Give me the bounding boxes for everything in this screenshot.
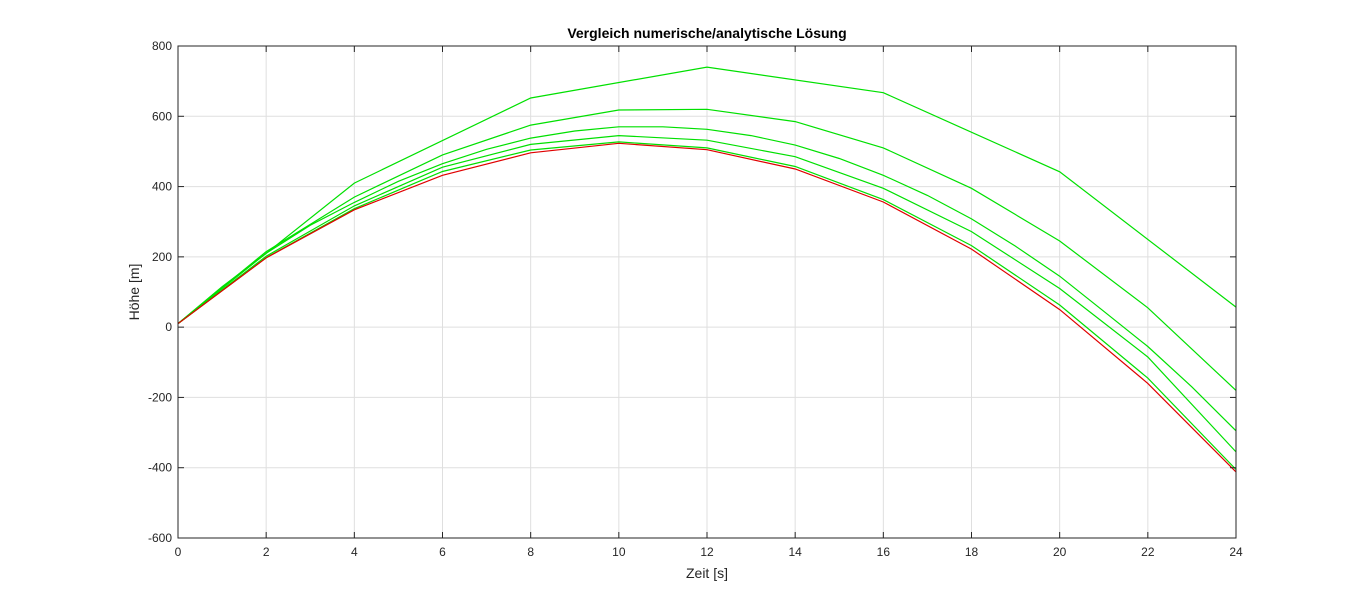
y-tick-label: 800 xyxy=(152,39,172,53)
x-tick-label: 24 xyxy=(1229,545,1243,559)
series-line-1 xyxy=(177,66,1237,325)
y-tick-label: -200 xyxy=(148,390,172,404)
y-tick-label: 400 xyxy=(152,180,172,194)
x-tick-label: 20 xyxy=(1053,545,1067,559)
y-tick-label: 0 xyxy=(165,320,172,334)
series-line-4 xyxy=(177,134,1237,453)
x-tick-label: 22 xyxy=(1141,545,1155,559)
x-tick-label: 8 xyxy=(527,545,534,559)
series-line-6 xyxy=(177,142,1237,473)
ticks xyxy=(177,45,1237,539)
y-axis-label: Höhe [m] xyxy=(126,264,142,321)
series-line-5 xyxy=(177,141,1237,470)
x-tick-label: 12 xyxy=(700,545,714,559)
x-tick-label: 14 xyxy=(788,545,802,559)
y-tick-labels: -600 -400 -200 0 200 400 600 800 xyxy=(148,39,172,545)
x-axis-label: Zeit [s] xyxy=(686,565,728,581)
y-tick-label: 600 xyxy=(152,109,172,123)
y-tick-label: 200 xyxy=(152,250,172,264)
y-tick-label: -600 xyxy=(148,531,172,545)
x-tick-label: 10 xyxy=(612,545,626,559)
series-line-2 xyxy=(177,108,1237,391)
x-tick-label: 2 xyxy=(263,545,270,559)
x-tick-label: 4 xyxy=(351,545,358,559)
x-tick-label: 18 xyxy=(965,545,979,559)
x-tick-labels: 0 2 4 6 8 10 12 14 16 18 20 22 24 xyxy=(175,545,1243,559)
x-tick-label: 6 xyxy=(439,545,446,559)
series-line-3 xyxy=(177,126,1237,432)
grid xyxy=(177,45,1237,539)
plot-lines xyxy=(177,66,1237,473)
x-tick-label: 0 xyxy=(175,545,182,559)
y-tick-label: -400 xyxy=(148,461,172,475)
chart-title: Vergleich numerische/analytische Lösung xyxy=(567,25,846,41)
x-tick-label: 16 xyxy=(877,545,891,559)
